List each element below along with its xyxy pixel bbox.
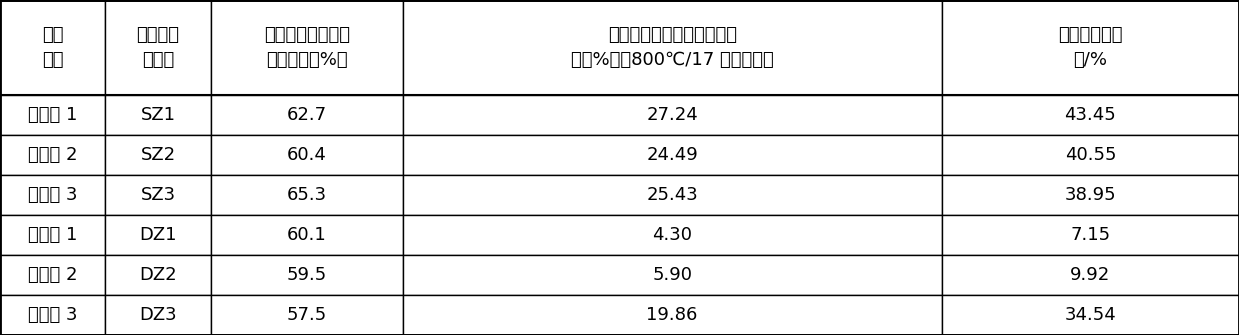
Text: 43.45: 43.45 <box>1064 107 1116 124</box>
Text: DZ1: DZ1 <box>139 226 177 244</box>
Text: 实施例 2: 实施例 2 <box>28 146 77 164</box>
Bar <box>105 95 211 135</box>
Text: 57.5: 57.5 <box>286 306 327 324</box>
Text: 60.1: 60.1 <box>286 226 327 244</box>
Text: 62.7: 62.7 <box>286 107 327 124</box>
Text: 25.43: 25.43 <box>647 186 698 204</box>
Bar <box>211 135 403 175</box>
Bar <box>942 255 1239 295</box>
Bar <box>0 135 105 175</box>
Bar <box>0 95 105 135</box>
Text: 34.54: 34.54 <box>1064 306 1116 324</box>
Bar <box>942 135 1239 175</box>
Text: 27.24: 27.24 <box>647 107 698 124</box>
Text: 相对结晶保留
度/%: 相对结晶保留 度/% <box>1058 26 1123 69</box>
Text: 60.4: 60.4 <box>286 146 327 164</box>
Bar <box>211 215 403 255</box>
Bar <box>105 135 211 175</box>
Bar <box>105 255 211 295</box>
Text: 5.90: 5.90 <box>652 266 693 284</box>
Text: DZ2: DZ2 <box>139 266 177 284</box>
Bar <box>403 95 942 135</box>
Text: 7.15: 7.15 <box>1070 226 1110 244</box>
Text: 40.55: 40.55 <box>1064 146 1116 164</box>
Text: 实施例 3: 实施例 3 <box>28 186 77 204</box>
Text: SZ1: SZ1 <box>140 107 176 124</box>
Text: DZ3: DZ3 <box>139 306 177 324</box>
Text: 65.3: 65.3 <box>286 186 327 204</box>
Bar <box>403 255 942 295</box>
Bar <box>942 175 1239 215</box>
Bar <box>105 295 211 335</box>
Text: 对比例 2: 对比例 2 <box>28 266 77 284</box>
Bar <box>0 295 105 335</box>
Text: SZ3: SZ3 <box>140 186 176 204</box>
Bar <box>211 295 403 335</box>
Bar <box>403 295 942 335</box>
Bar <box>105 0 211 95</box>
Bar <box>105 175 211 215</box>
Text: 实例
编号: 实例 编号 <box>42 26 63 69</box>
Text: SZ2: SZ2 <box>140 146 176 164</box>
Bar <box>0 215 105 255</box>
Text: 分子筛样
品编号: 分子筛样 品编号 <box>136 26 180 69</box>
Bar <box>105 215 211 255</box>
Bar <box>403 135 942 175</box>
Bar <box>0 255 105 295</box>
Bar <box>211 255 403 295</box>
Bar <box>942 0 1239 95</box>
Text: 实施例 1: 实施例 1 <box>28 107 77 124</box>
Bar <box>211 95 403 135</box>
Bar <box>403 0 942 95</box>
Bar <box>942 95 1239 135</box>
Text: 19.86: 19.86 <box>647 306 698 324</box>
Text: 4.30: 4.30 <box>652 226 693 244</box>
Bar <box>0 0 105 95</box>
Text: 24.49: 24.49 <box>647 146 698 164</box>
Bar <box>211 175 403 215</box>
Text: 38.95: 38.95 <box>1064 186 1116 204</box>
Text: 对比例 1: 对比例 1 <box>28 226 77 244</box>
Text: 分子筛老化后样品相对结晶
度（%）（800℃/17 小时老化）: 分子筛老化后样品相对结晶 度（%）（800℃/17 小时老化） <box>571 26 773 69</box>
Bar <box>0 175 105 215</box>
Bar <box>403 175 942 215</box>
Bar <box>942 215 1239 255</box>
Text: 对比例 3: 对比例 3 <box>28 306 77 324</box>
Bar <box>403 215 942 255</box>
Bar <box>211 0 403 95</box>
Bar <box>942 295 1239 335</box>
Text: 59.5: 59.5 <box>286 266 327 284</box>
Text: 9.92: 9.92 <box>1070 266 1110 284</box>
Text: 分子筛新鲜样品相
对结晶度（%）: 分子筛新鲜样品相 对结晶度（%） <box>264 26 349 69</box>
